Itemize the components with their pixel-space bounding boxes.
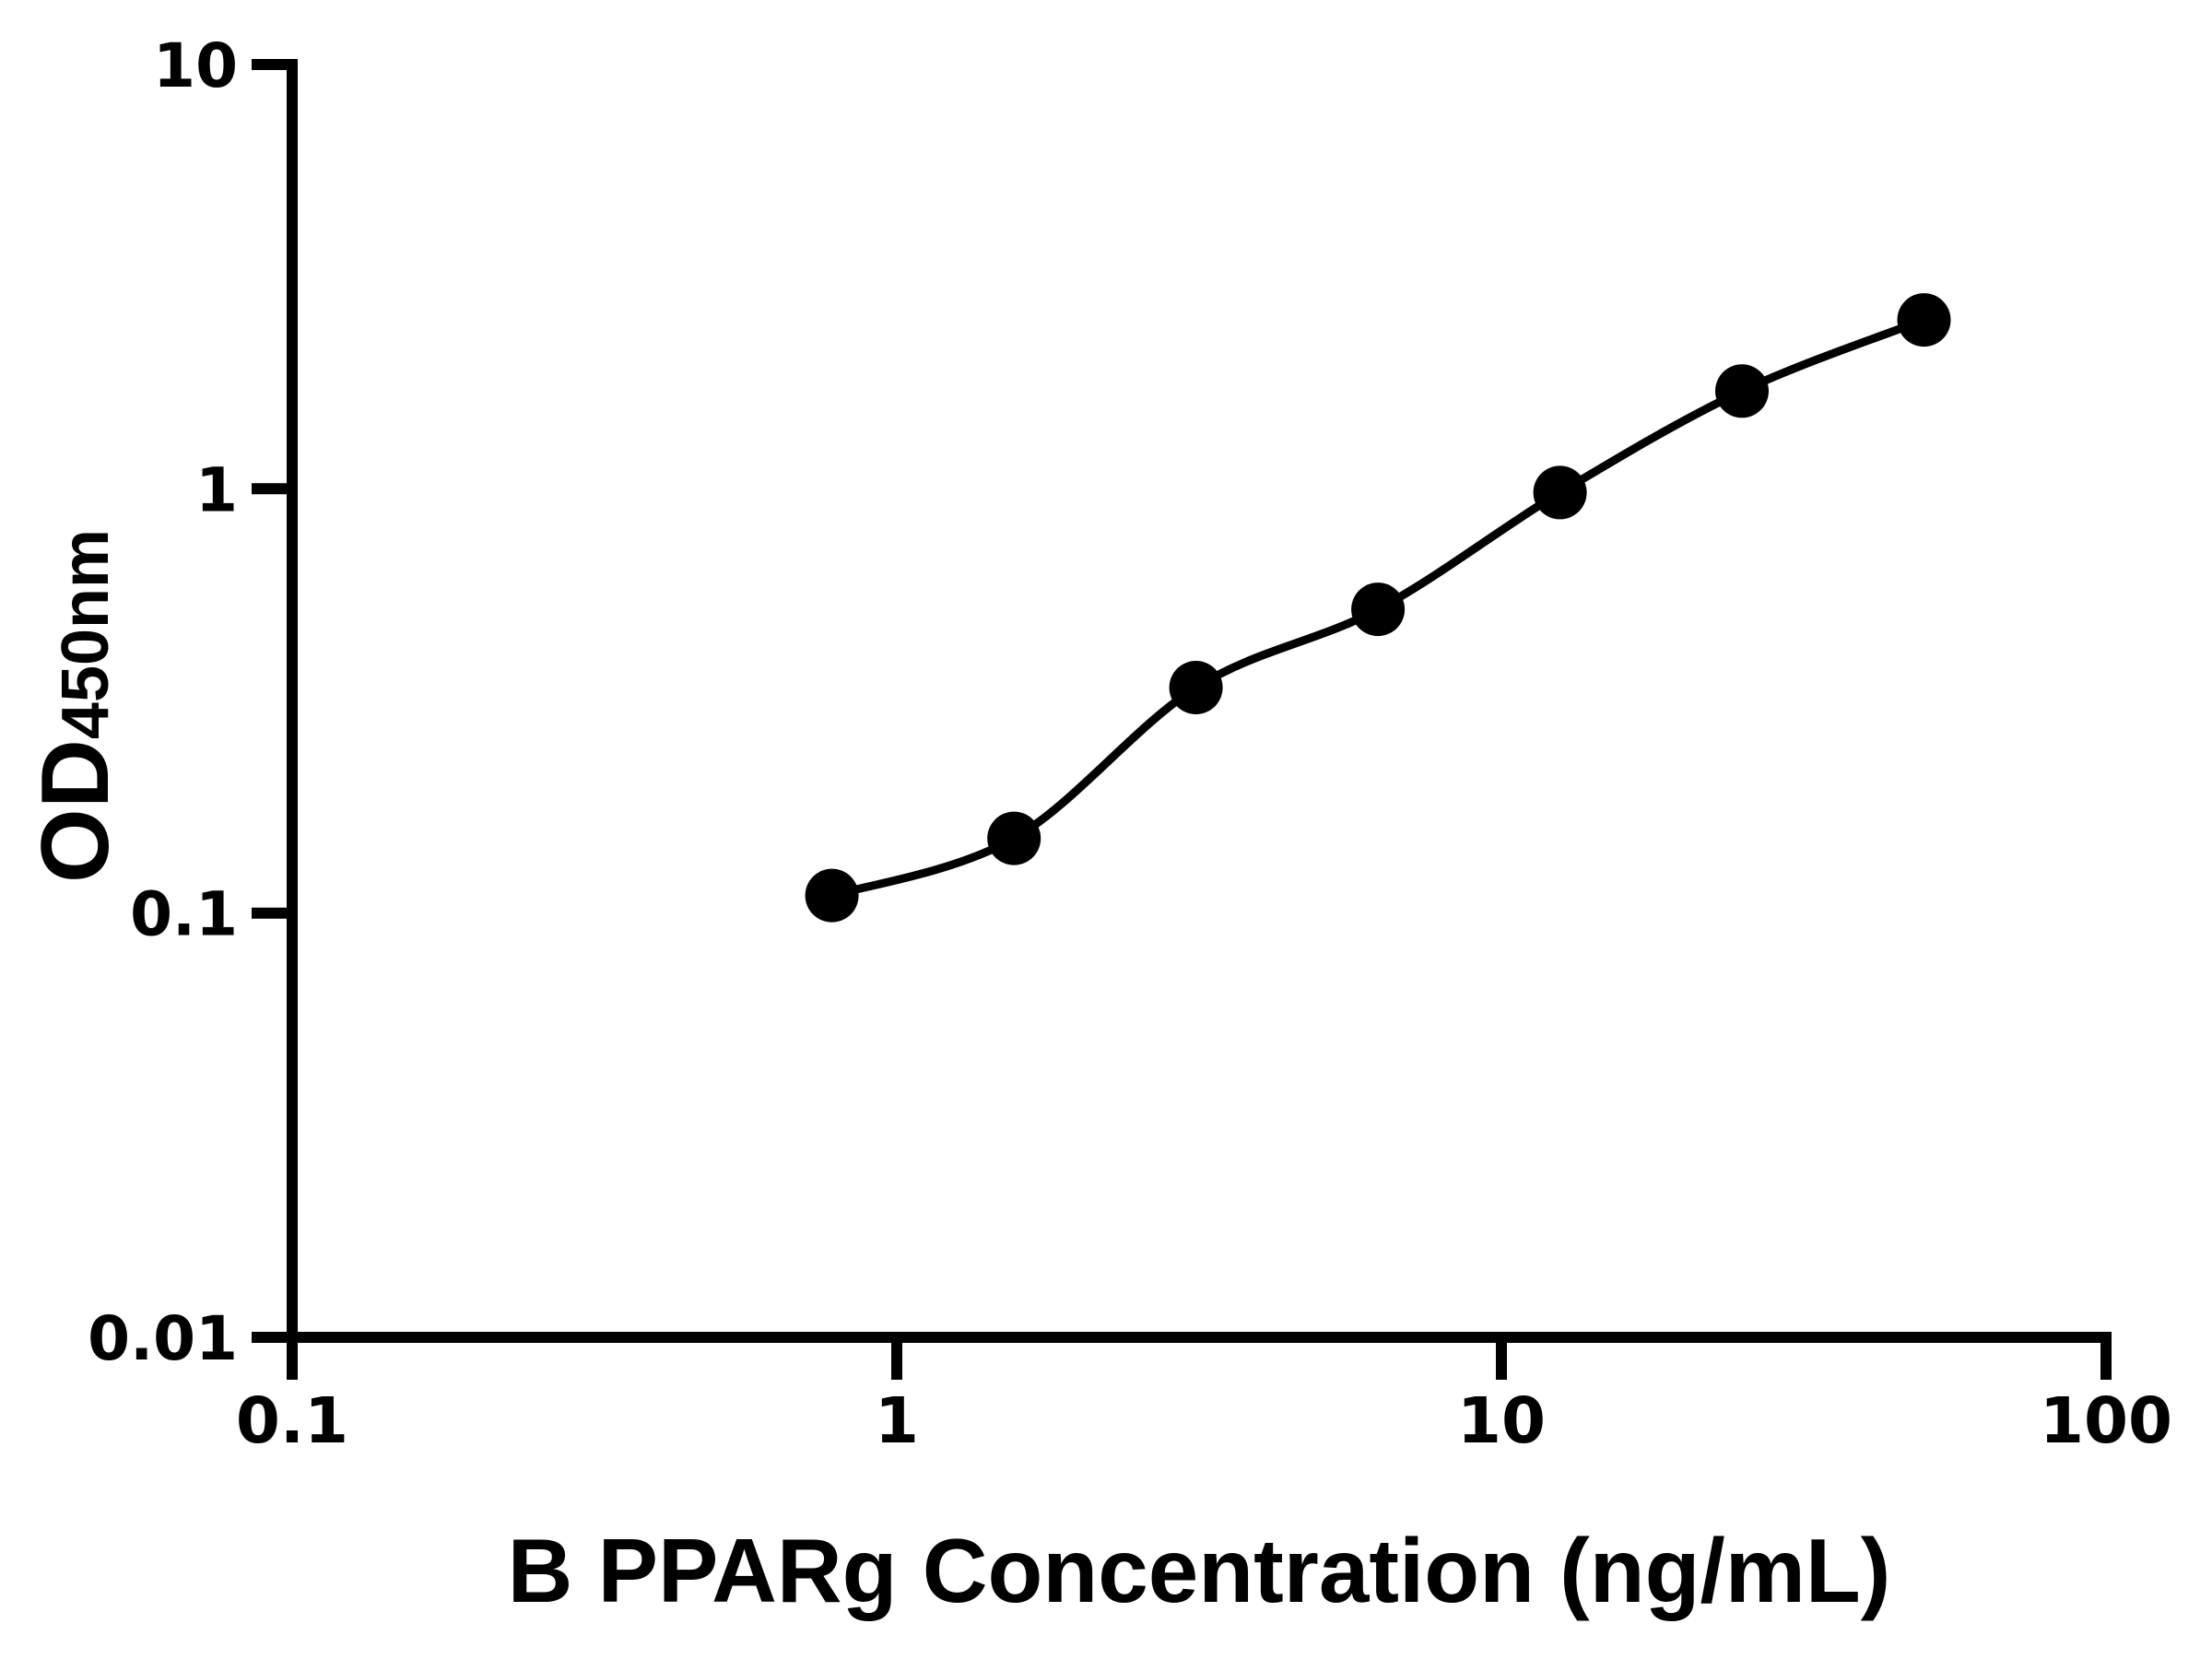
x-tick-label: 10 (1457, 1384, 1546, 1458)
y-tick-label: 0.01 (88, 1303, 238, 1374)
data-point (987, 811, 1041, 865)
data-point (1533, 465, 1587, 520)
data-point (1169, 661, 1223, 714)
data-point (1351, 582, 1406, 637)
y-tick-label: 0.1 (130, 879, 238, 950)
data-point (1715, 364, 1769, 418)
x-tick-label: 0.1 (236, 1384, 348, 1458)
y-axis-title-sub: 450nm (49, 529, 123, 739)
data-point (1897, 293, 1951, 347)
y-axis-title-main: OD (22, 739, 129, 883)
x-tick-label: 100 (2040, 1384, 2172, 1458)
axes: 0.01 0.1 1 10 0.1 1 10 100 (88, 30, 2172, 1458)
data-point (805, 868, 859, 923)
data-series (805, 293, 1951, 923)
x-axis-title: B PPARg Concentration (ng/mL) (508, 1520, 1891, 1621)
y-tick-label: 1 (195, 454, 238, 525)
y-axis-title: OD450nm (22, 529, 129, 883)
x-tick-label: 1 (875, 1384, 919, 1458)
y-tick-label: 10 (153, 30, 238, 101)
